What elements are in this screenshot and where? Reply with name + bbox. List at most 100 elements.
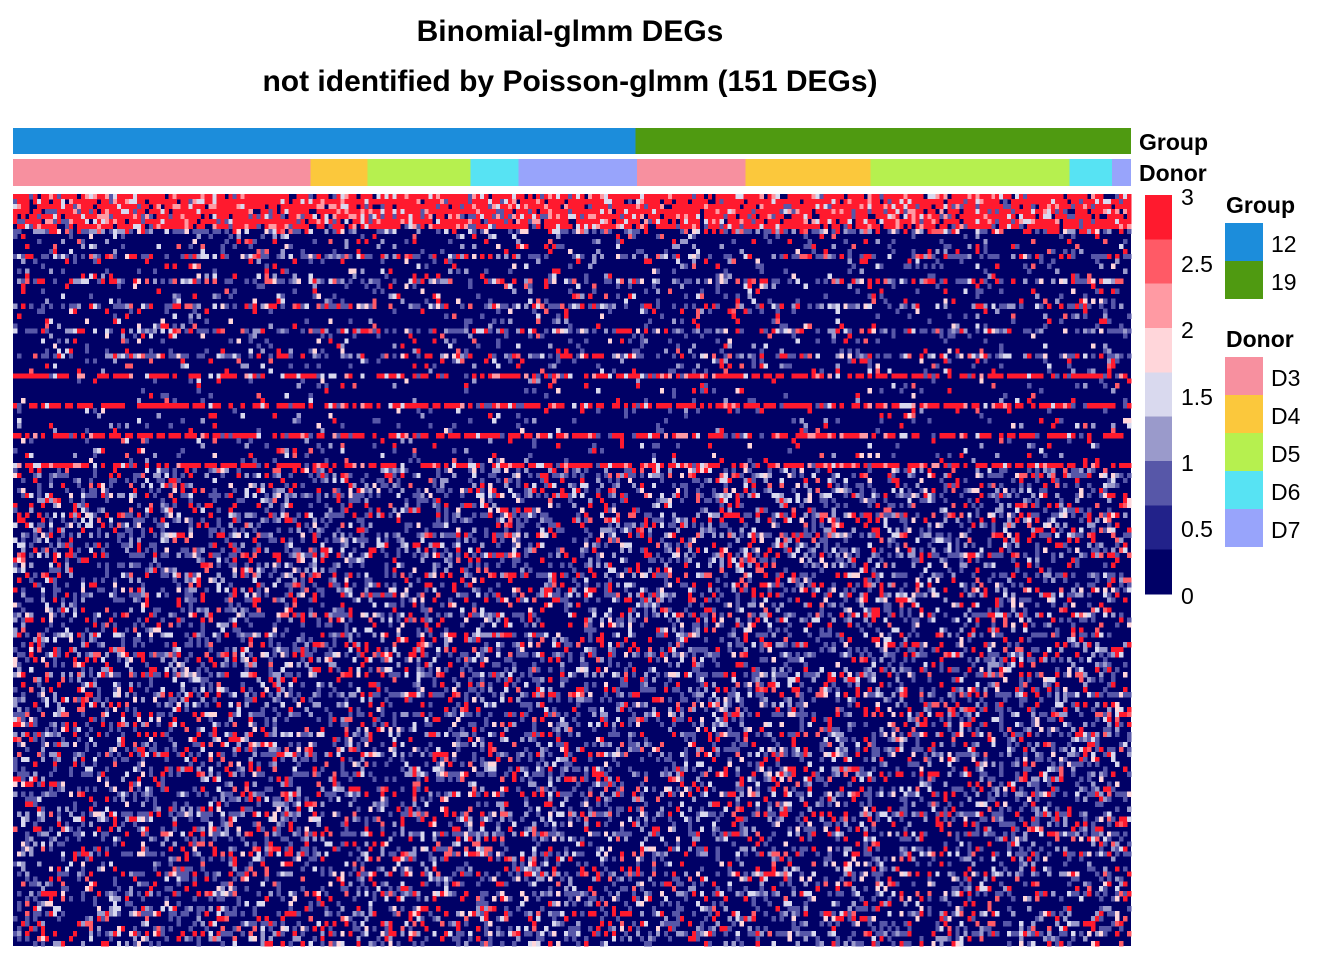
- heatmap-cell: [472, 253, 477, 260]
- heatmap-cell: [452, 213, 457, 220]
- heatmap-cell: [404, 328, 409, 334]
- heatmap-cell: [112, 373, 118, 379]
- heatmap-cell: [1075, 373, 1080, 379]
- heatmap-cell: [180, 208, 185, 215]
- heatmap-cell: [955, 208, 960, 215]
- heatmap-cell: [591, 198, 597, 205]
- heatmap-cell: [735, 228, 740, 235]
- heatmap-cell: [1115, 208, 1120, 215]
- heatmap-cell: [156, 467, 162, 474]
- heatmap-cell: [667, 338, 673, 344]
- heatmap-cell: [504, 467, 509, 474]
- heatmap-cell: [867, 403, 872, 409]
- heatmap-cell: [312, 198, 317, 205]
- heatmap-cell: [328, 338, 333, 344]
- heatmap-cell: [416, 228, 421, 235]
- heatmap-cell: [1127, 403, 1132, 409]
- heatmap-cell: [1051, 228, 1056, 235]
- heatmap-cell: [20, 373, 26, 379]
- heatmap-cell: [1051, 403, 1056, 409]
- heatmap-cell: [599, 447, 605, 454]
- heatmap-cell: [544, 373, 549, 379]
- heatmap-cell: [516, 433, 521, 439]
- heatmap-cell: [823, 248, 828, 255]
- heatmap-cell: [364, 358, 369, 364]
- heatmap-cell: [691, 218, 697, 225]
- heatmap-cell: [228, 233, 233, 240]
- heatmap-cell: [140, 208, 146, 215]
- heatmap-cell: [707, 443, 713, 449]
- heatmap-cell: [707, 278, 713, 284]
- heatmap-cell: [172, 298, 178, 304]
- heatmap-cell: [595, 238, 601, 245]
- heatmap-cell: [392, 353, 397, 359]
- heatmap-cell: [667, 462, 673, 469]
- heatmap-cell: [659, 462, 665, 469]
- heatmap-cell: [887, 203, 892, 210]
- heatmap-cell: [743, 228, 748, 235]
- heatmap-cell: [252, 457, 257, 464]
- heatmap-cell: [835, 368, 840, 374]
- heatmap-cell: [144, 353, 150, 359]
- heatmap-cell: [400, 373, 405, 379]
- heatmap-cell: [332, 198, 337, 205]
- heatmap-cell: [867, 443, 872, 449]
- heatmap-cell: [256, 203, 261, 210]
- heatmap-cell: [564, 457, 569, 464]
- heatmap-cell: [84, 228, 90, 235]
- heatmap-cell: [84, 428, 90, 434]
- heatmap-cell: [719, 194, 725, 200]
- heatmap-cell: [108, 194, 114, 200]
- heatmap-cell: [436, 273, 441, 279]
- heatmap-cell: [556, 443, 561, 449]
- heatmap-cell: [823, 218, 828, 225]
- heatmap-cell: [583, 328, 589, 334]
- heatmap-cell: [532, 462, 537, 469]
- heatmap-cell: [1063, 248, 1068, 255]
- heatmap-cell: [352, 462, 357, 469]
- heatmap-cell: [284, 233, 289, 240]
- heatmap-cell: [248, 243, 253, 250]
- heatmap-cell: [979, 433, 984, 439]
- heatmap-cell: [707, 213, 713, 220]
- heatmap-cell: [136, 308, 142, 314]
- heatmap-cell: [1003, 218, 1008, 225]
- heatmap-cell: [140, 438, 146, 444]
- heatmap-cell: [172, 263, 178, 270]
- heatmap-cell: [679, 228, 685, 235]
- heatmap-cell: [20, 198, 26, 205]
- heatmap-cell: [911, 198, 916, 205]
- heatmap-cell: [376, 373, 381, 379]
- heatmap-cell: [931, 198, 936, 205]
- heatmap-cell: [320, 447, 325, 454]
- heatmap-cell: [508, 438, 513, 444]
- heatmap-cell: [196, 223, 201, 230]
- heatmap-cell: [360, 218, 365, 225]
- heatmap-cell: [615, 233, 621, 240]
- heatmap-cell: [448, 467, 453, 474]
- heatmap-cell: [324, 388, 329, 394]
- heatmap-cell: [683, 373, 689, 379]
- heatmap-cell: [20, 208, 26, 215]
- heatmap-cell: [16, 218, 22, 225]
- heatmap-cell: [943, 278, 948, 284]
- heatmap-cell: [432, 258, 437, 265]
- heatmap-cell: [108, 423, 114, 429]
- heatmap-cell: [128, 328, 134, 334]
- heatmap-cell: [987, 467, 992, 474]
- heatmap-cell: [408, 213, 413, 220]
- heatmap-cell: [683, 278, 689, 284]
- heatmap-cell: [256, 472, 261, 479]
- heatmap-cell: [268, 223, 273, 230]
- heatmap-cell: [875, 338, 880, 344]
- heatmap-cell: [691, 388, 697, 394]
- heatmap-cell: [96, 194, 102, 200]
- heatmap-cell: [1083, 298, 1088, 304]
- heatmap-cell: [164, 373, 170, 379]
- heatmap-cell: [755, 462, 760, 469]
- heatmap-cell: [516, 223, 521, 230]
- heatmap-cell: [615, 194, 621, 200]
- heatmap-cell: [1003, 403, 1008, 409]
- heatmap-cell: [807, 353, 812, 359]
- heatmap-cell: [252, 403, 257, 409]
